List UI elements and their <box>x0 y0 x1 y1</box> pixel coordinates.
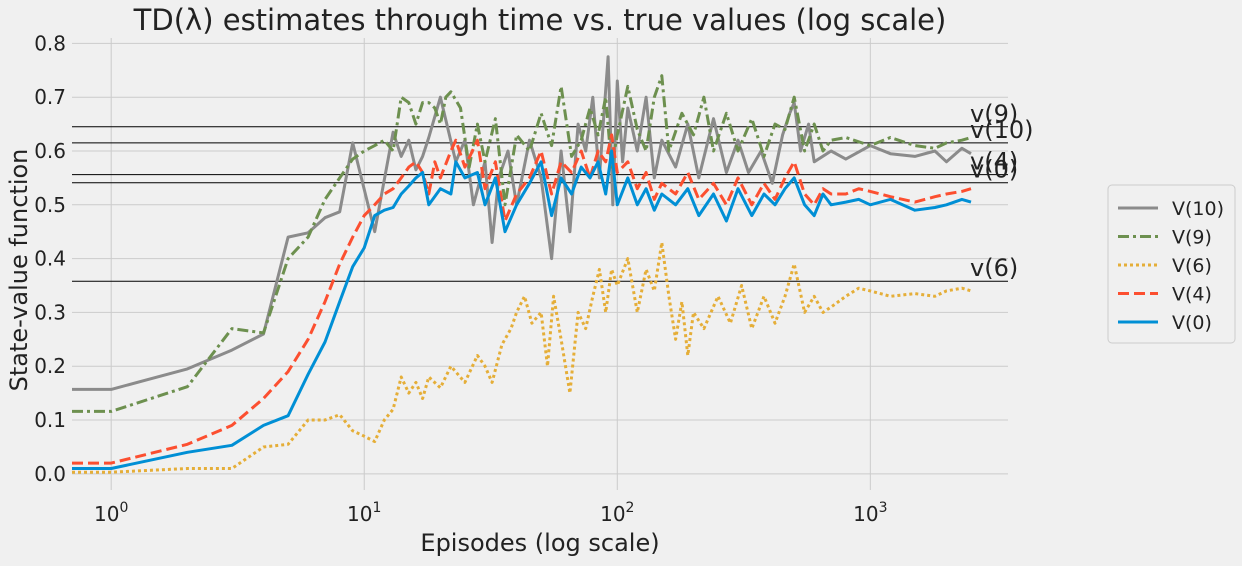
true-value-label: v(6) <box>970 254 1018 282</box>
y-tick-labels: 0.0 0.1 0.2 0.3 0.4 0.5 0.6 0.7 0.8 <box>34 31 66 485</box>
x-tick-label: 103 <box>853 500 887 526</box>
legend-label: V(4) <box>1172 284 1212 306</box>
x-tick-label: 100 <box>94 500 128 526</box>
true-value-label: v(0) <box>970 156 1018 184</box>
legend-label: V(9) <box>1172 227 1212 249</box>
y-tick-label: 0.5 <box>34 193 66 217</box>
x-tick-label: 101 <box>347 500 381 526</box>
chart-title: TD(λ) estimates through time vs. true va… <box>133 3 947 37</box>
true-value-label: v(4) <box>970 148 1018 176</box>
legend: V(10) V(9) V(6) V(4) V(0) <box>1107 184 1236 344</box>
y-tick-label: 0.3 <box>34 300 66 324</box>
x-tick-label: 102 <box>600 500 634 526</box>
y-tick-label: 0.7 <box>34 85 66 109</box>
true-value-label: v(10) <box>970 116 1033 144</box>
x-axis-label: Episodes (log scale) <box>420 529 659 557</box>
true-value-lines <box>72 126 1008 282</box>
true-value-label: v(9) <box>970 100 1018 128</box>
series-lines <box>72 55 972 474</box>
grid <box>72 38 1008 490</box>
y-tick-label: 0.2 <box>34 354 66 378</box>
series-line <box>72 149 972 470</box>
y-axis-label: State-value function <box>5 149 33 392</box>
y-tick-label: 0.8 <box>34 31 66 55</box>
series-line <box>72 133 972 465</box>
y-tick-label: 0.1 <box>34 408 66 432</box>
legend-label: V(6) <box>1172 255 1212 277</box>
y-tick-label: 0.4 <box>34 247 66 271</box>
x-tick-labels: 100 101 102 103 <box>94 500 888 526</box>
y-tick-label: 0.6 <box>34 139 66 163</box>
legend-label: V(10) <box>1172 198 1224 220</box>
y-tick-label: 0.0 <box>34 462 66 486</box>
true-value-labels: v(9)v(10) v(4)v(0) v(6) <box>970 100 1033 282</box>
legend-label: V(0) <box>1172 312 1212 334</box>
legend-box <box>1107 184 1236 344</box>
